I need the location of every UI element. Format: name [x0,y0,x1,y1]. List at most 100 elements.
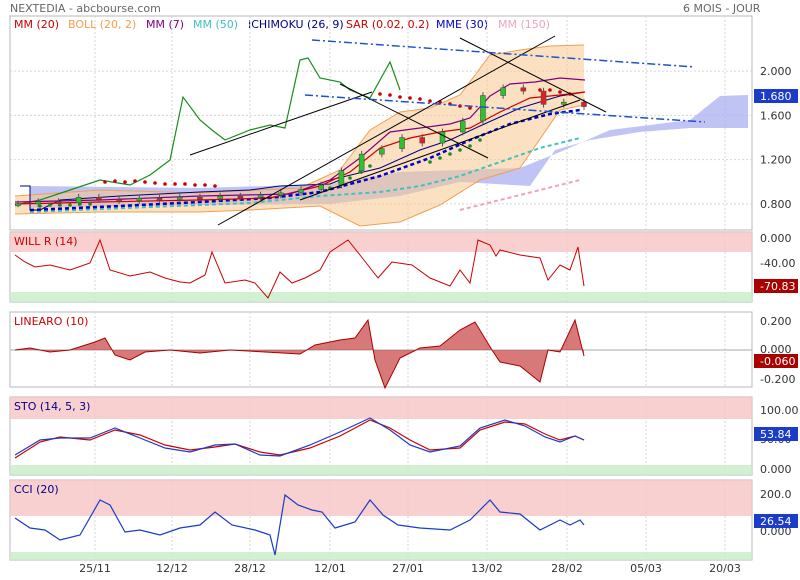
candle-body [338,170,345,186]
price-tick-label: 1.600 [760,109,792,122]
candle-body [96,196,102,200]
candle-body [55,201,62,204]
candle-body [520,87,527,92]
price-tick-label: 1.200 [760,154,792,167]
sar-dot [143,180,147,184]
trendline-blue-bottom [304,94,706,123]
chart-site-title: NEXTEDIA - abcbourse.com [10,2,161,15]
sar-dot [458,148,462,152]
sar-dot [468,106,472,110]
sar-dot [58,203,62,207]
sar-dot [478,138,482,142]
cci-line [14,493,585,556]
sto-tick: 0.000 [760,463,792,476]
willr-tick: -40.00 [760,257,795,270]
cci-tick: 200.0 [760,488,792,501]
candle-body [237,195,244,199]
willr-tick: 0.000 [760,232,792,245]
cci-title: CCI (20) [14,483,59,496]
candle-body [318,184,324,190]
trendline-channel-lower [299,99,581,201]
sar-dot [38,204,42,208]
last-price-box [754,89,798,103]
candle-body [136,198,143,201]
price-tick-label: 2.000 [760,65,792,78]
sto-value-box [754,427,798,441]
mm20-line [14,91,586,205]
legend-mme30: MME (30) [436,18,489,31]
candle-body [116,199,122,202]
sar-dot [183,182,187,186]
cci-value-label: 26.54 [760,515,792,528]
linearo-title: LINEARO (10) [14,315,88,328]
sar-dot [88,202,92,206]
sar-dot [113,179,117,183]
willr-title: WILL R (14) [14,235,78,248]
candle-body [358,153,365,171]
candle-body [278,192,284,196]
candle-body [176,196,183,200]
sar-dot [558,90,562,94]
sar-dot [378,92,382,96]
sar-dot [398,95,402,99]
x-tick-label: 20/03 [709,562,741,575]
x-tick-label: 12/01 [314,562,346,575]
candle-body [459,120,466,133]
x-tick-label: 05/03 [630,562,662,575]
x-tick-label: 12/12 [156,562,188,575]
mm7-line [14,77,586,203]
bollinger-lower [14,104,585,227]
legend-boll: BOLL (20, 2) [68,18,137,31]
sto-oversold-zone [10,465,752,475]
candle-body [75,196,82,204]
trendline-cross [339,83,489,159]
x-tick-label: 28/02 [551,562,583,575]
candle-body [581,101,587,107]
willr-value-label: -70.83 [760,280,795,293]
sar-dot [438,156,442,160]
sar-dot [213,184,217,188]
sar-dot [408,96,412,100]
linearo-tick: -0.200 [760,373,795,386]
x-tick-label: 25/11 [79,562,111,575]
candle-body [156,198,163,201]
cci-oversold-zone [10,552,752,560]
sar-dot [48,203,52,207]
candle-body [379,148,385,155]
legend-mm150: MM (150) [498,18,551,31]
trendline-channel-upper [217,35,556,226]
sar-dot [548,88,552,92]
candle-body [399,137,405,149]
willr-line [14,238,585,299]
candle-body [419,137,426,144]
linearo-tick: 0.200 [760,315,792,328]
sar-dot [448,152,452,156]
sar-dot [203,183,207,187]
linearo-value-box [754,354,798,368]
willr-oversold-zone [10,292,752,302]
candle-body [540,90,547,105]
candle-body [257,194,264,198]
willr-overbought-zone [10,232,752,252]
legend-mm50: MM (50) [193,18,239,31]
price-tick-label: 0.800 [760,198,792,211]
sto-tick: 100.00 [760,404,799,417]
ichimoku-kijun [329,91,586,181]
sar-dot [193,183,197,187]
x-tick-label: 13/02 [471,562,503,575]
legend-mm20: MM (20) [14,18,60,31]
legend-sar: SAR (0.02, 0.2) [346,18,430,31]
last-price-label: 1.680 [760,90,792,103]
sar-dot [123,180,127,184]
trendline-upper-1 [189,91,373,156]
candle-body [197,196,203,200]
linearo-tick: 0.000 [760,343,792,356]
candle-body [217,195,223,199]
cci-value-box [754,514,798,528]
sto-value-label: 53.84 [760,428,792,441]
chart-period-label: 6 MOIS - JOUR [683,2,761,15]
sar-dot [153,181,157,185]
x-tick-label: 28/12 [234,562,266,575]
